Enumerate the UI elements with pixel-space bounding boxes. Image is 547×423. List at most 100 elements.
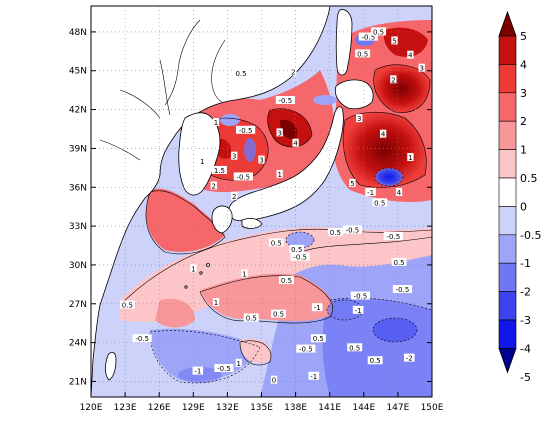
- contour-label-bg: [308, 371, 320, 380]
- y-axis: 21N 24N 27N 30N 33N 36N 39N 42N 45N 48N: [69, 28, 432, 387]
- contour-label-bg: [241, 269, 248, 278]
- contour-label-bg: [268, 238, 284, 247]
- contour-label-bg: [356, 114, 363, 123]
- contour-label: 0.5: [271, 239, 282, 247]
- colorbar-label: 4: [520, 58, 527, 71]
- contour-label: 2: [212, 182, 216, 190]
- contour-label: 5: [350, 180, 354, 188]
- positive-anomaly-zone: [200, 273, 333, 322]
- contour-label-bg: [275, 96, 295, 105]
- contour-label: 0.5: [357, 50, 368, 58]
- positive-anomaly-zone: [280, 119, 298, 140]
- y-tick-label: 24N: [69, 339, 87, 349]
- contour-label-bg: [235, 125, 256, 134]
- y-tick-label: 33N: [69, 222, 87, 232]
- contour-label: 4: [381, 131, 386, 139]
- x-tick-label: 141E: [318, 403, 341, 413]
- contour-label: 3: [357, 115, 361, 123]
- contour-label-bg: [290, 252, 310, 261]
- colorbar-segment: [498, 64, 517, 94]
- contour-label: 0.5: [370, 357, 381, 365]
- contour-label: -0.5: [236, 173, 250, 181]
- contour-label: -0.5: [387, 233, 401, 241]
- contour-label-bg: [243, 313, 259, 322]
- contour-label: -2: [406, 355, 413, 363]
- contour-label: 1: [408, 154, 412, 162]
- contour-label: 0.5: [349, 344, 360, 352]
- colorbar-label: -2: [520, 286, 531, 299]
- contour-label: 3: [277, 129, 281, 137]
- contour-label: -0.5: [293, 254, 307, 262]
- contour-label: 3: [232, 153, 236, 161]
- colorbar-label: 2: [520, 115, 527, 128]
- x-tick-label: 129E: [182, 403, 205, 413]
- contour-label: 1: [214, 299, 218, 307]
- negative-anomaly-core: [220, 114, 240, 126]
- positive-anomaly-zone: [373, 64, 430, 113]
- colorbar-bottom-arrow: [498, 347, 517, 374]
- contour-label: 1: [214, 119, 218, 127]
- contour-label: -0.5: [299, 346, 313, 354]
- contour-label-bg: [349, 178, 356, 187]
- contour-label-bg: [379, 129, 387, 138]
- contour-label-bg: [391, 36, 398, 45]
- colorbar-segment: [498, 35, 517, 65]
- contour-label: 3: [420, 65, 424, 73]
- y-tick-label: 30N: [69, 261, 87, 271]
- y-tick-label: 27N: [69, 300, 87, 310]
- contour-label-bg: [327, 228, 343, 237]
- contour-label: 1: [277, 171, 281, 179]
- contour-label: 0.5: [330, 229, 341, 237]
- negative-anomaly-core: [375, 168, 403, 186]
- contour-label: 0: [272, 377, 276, 385]
- contour-label: 1: [191, 265, 195, 273]
- contour-label-bg: [212, 297, 220, 306]
- contour-label-bg: [392, 285, 413, 294]
- contour-label-bg: [403, 353, 415, 362]
- contour-label-bg: [390, 75, 397, 84]
- colorbar-label: -5: [520, 371, 531, 384]
- positive-anomaly-zone: [383, 27, 428, 57]
- contour-label-bg: [395, 187, 403, 196]
- contour-label-bg: [258, 155, 265, 164]
- contour-label-bg: [235, 358, 242, 367]
- sakhalin: [335, 9, 353, 76]
- contour-label: -0.5: [239, 127, 253, 135]
- colorbar-label: -0.5: [520, 229, 541, 242]
- contour-label-bg: [211, 165, 227, 174]
- contour-label-bg: [296, 344, 316, 353]
- contour-labels: 0.5-0.5111.53-0.52223431-0.5-0.50.50.552…: [119, 27, 425, 385]
- contour-label: -0.5: [354, 293, 368, 301]
- contour-label-bg: [350, 291, 370, 300]
- contour-label-bg: [383, 231, 403, 240]
- x-tick-label: 132E: [216, 403, 239, 413]
- contour-label: 0.5: [246, 315, 257, 323]
- island: [199, 271, 203, 275]
- contour-label-bg: [391, 257, 407, 266]
- contour-label: 0.5: [122, 302, 133, 310]
- contour-label-bg: [276, 169, 283, 178]
- contour-label-bg: [347, 343, 363, 352]
- x-tick-label: 135E: [250, 403, 273, 413]
- colorbar: 5 4 3 2 1 0.5 0 -0.5 -1 -2 -3 -4 -5: [498, 10, 541, 384]
- contour-label-bg: [352, 305, 364, 314]
- negative-anomaly-core: [244, 138, 256, 162]
- colorbar-label: -1: [520, 257, 531, 270]
- colorbar-segment: [498, 206, 517, 236]
- contour-label: 0.5: [393, 259, 404, 267]
- contour-label-bg: [233, 172, 253, 181]
- x-tick-label: 138E: [284, 403, 307, 413]
- contour-label-bg: [214, 364, 234, 373]
- contour-label: 0.5: [373, 28, 384, 36]
- contour-label-bg: [190, 264, 197, 273]
- gridlines: [91, 6, 432, 397]
- contour-label: 0.5: [281, 277, 292, 285]
- contour-label: 1: [237, 360, 241, 368]
- colorbar-label: 1: [520, 144, 527, 157]
- contour-label-bg: [212, 118, 220, 127]
- contour-label: 1: [242, 271, 246, 279]
- positive-anomaly-zone: [155, 298, 195, 328]
- colorbar-segment: [498, 149, 517, 179]
- y-tick-label: 21N: [69, 377, 87, 387]
- x-axis: 120E 123E 126E 129E 132E 135E 138E 141E 144E 147E…: [80, 392, 444, 413]
